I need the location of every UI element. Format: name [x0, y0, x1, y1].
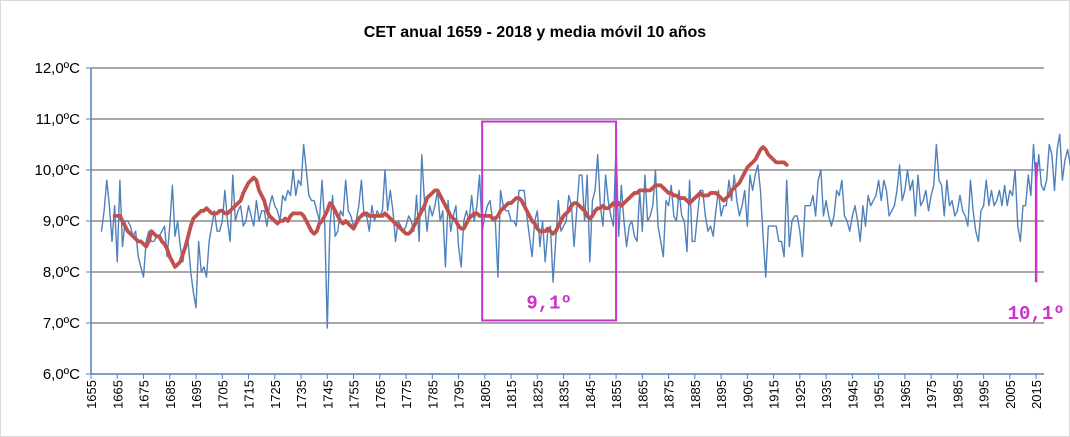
x-tick-label: 1845	[583, 380, 598, 409]
x-tick-label: 1815	[504, 380, 519, 409]
x-tick-label: 1795	[452, 380, 467, 409]
x-tick-label: 1655	[84, 380, 99, 409]
x-tick-label: 1785	[425, 380, 440, 409]
y-tick-label: 12,0ºC	[34, 60, 80, 77]
x-tick-label: 1665	[110, 380, 125, 409]
x-tick-label: 2005	[1003, 380, 1018, 409]
x-tick-label: 2015	[1029, 380, 1044, 409]
annotation-label-box: 9,1º	[526, 292, 572, 314]
x-tick-label: 1915	[767, 380, 782, 409]
x-tick-label: 1965	[898, 380, 913, 409]
x-tick-label: 1855	[609, 380, 624, 409]
x-tick-label: 1995	[977, 380, 992, 409]
x-axis-ticks: 1655 1665 1675 1685 1695 1705 1715 1725 1735 1745…	[84, 374, 1044, 409]
x-tick-label: 1775	[399, 380, 414, 409]
x-tick-label: 1905	[740, 380, 755, 409]
x-tick-label: 1875	[662, 380, 677, 409]
x-tick-label: 1745	[320, 380, 335, 409]
annotations: 9,1º 10,1º	[481, 120, 1065, 325]
chart-title: CET anual 1659 - 2018 y media móvil 10 a…	[364, 24, 706, 41]
annotation-label-line: 10,1º	[1008, 303, 1065, 325]
x-tick-label: 1955	[872, 380, 887, 409]
series-group	[100, 133, 1070, 329]
y-axis-ticks: 6,0ºC 7,0ºC 8,0ºC 9,0ºC 10,0ºC 11,0ºC 12,0ºC	[34, 60, 91, 383]
y-tick-label: 11,0ºC	[36, 111, 81, 128]
x-tick-label: 1705	[215, 380, 230, 409]
x-tick-label: 1935	[819, 380, 834, 409]
x-tick-label: 1985	[950, 380, 965, 409]
y-tick-label: 10,0ºC	[34, 162, 80, 179]
x-tick-label: 1755	[347, 380, 362, 409]
series-line-cet-anual	[100, 133, 1070, 329]
x-tick-label: 1825	[530, 380, 545, 409]
x-tick-label: 1725	[268, 380, 283, 409]
x-tick-label: 1975	[924, 380, 939, 409]
highlight-box-period	[481, 120, 618, 322]
x-tick-label: 1735	[294, 380, 309, 409]
series-line-media-movil	[112, 145, 789, 269]
x-tick-label: 1885	[688, 380, 703, 409]
x-tick-label: 1835	[557, 380, 572, 409]
x-tick-label: 1805	[478, 380, 493, 409]
x-tick-label: 1865	[635, 380, 650, 409]
y-tick-label: 6,0ºC	[43, 366, 80, 383]
x-tick-label: 1765	[373, 380, 388, 409]
x-tick-label: 1685	[163, 380, 178, 409]
gridlines	[91, 67, 1044, 324]
x-tick-label: 1925	[793, 380, 808, 409]
y-tick-label: 9,0ºC	[43, 213, 80, 230]
x-tick-label: 1675	[137, 380, 152, 409]
x-tick-label: 1945	[845, 380, 860, 409]
x-tick-label: 1895	[714, 380, 729, 409]
x-tick-label: 1715	[242, 380, 257, 409]
x-tick-label: 1695	[189, 380, 204, 409]
y-tick-label: 7,0ºC	[43, 315, 80, 332]
y-tick-label: 8,0ºC	[43, 264, 80, 281]
